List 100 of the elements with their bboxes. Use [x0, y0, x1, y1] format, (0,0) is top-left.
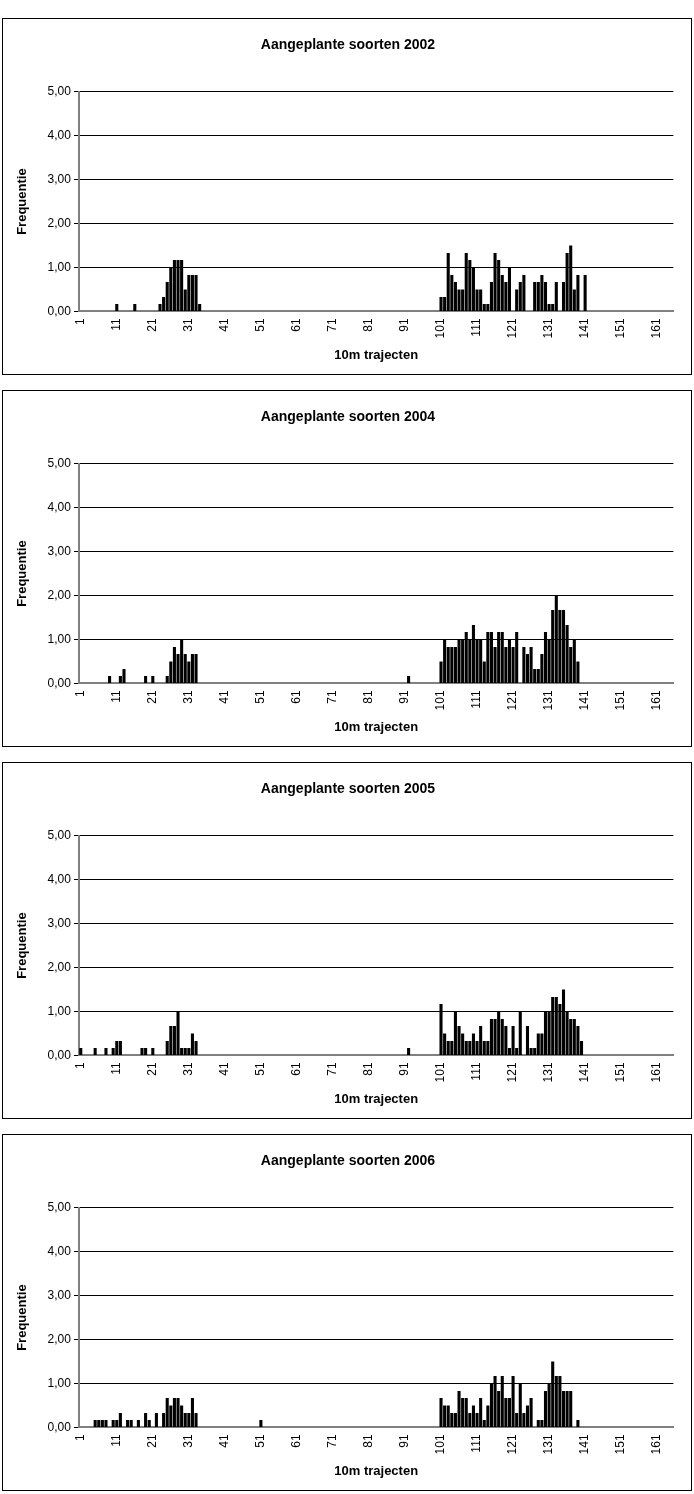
bar	[576, 1419, 580, 1427]
x-tick-label: 1	[73, 1062, 88, 1070]
chart-title: Aangeplante soorten 2004	[260, 408, 436, 425]
x-tick-label: 51	[253, 1062, 268, 1076]
y-tick-label: 5,00	[47, 1200, 72, 1215]
x-tick-label: 61	[289, 318, 304, 332]
x-tick-label: 11	[109, 1062, 124, 1075]
x-tick-label: 141	[577, 690, 592, 711]
x-tick-label: 11	[109, 318, 124, 331]
x-tick-label: 121	[505, 1062, 520, 1083]
chart-title: Aangeplante soorten 2005	[260, 780, 436, 797]
bar	[190, 653, 194, 683]
bar	[129, 1419, 133, 1427]
bar	[108, 675, 112, 683]
bar	[176, 260, 180, 311]
x-tick-label: 71	[325, 1434, 340, 1448]
bar	[479, 1397, 483, 1427]
y-tick-label: 2,00	[47, 1331, 72, 1346]
y-tick-label: 5,00	[47, 828, 72, 843]
bar	[104, 1047, 108, 1055]
x-tick-label: 61	[289, 1062, 304, 1076]
y-tick-label: 2,00	[47, 587, 72, 602]
x-tick-label: 121	[505, 318, 520, 339]
x-tick-label: 61	[289, 1434, 304, 1448]
x-tick-label: 51	[253, 690, 268, 704]
x-tick-label: 121	[505, 1434, 520, 1455]
bar	[115, 1040, 119, 1055]
x-tick-label: 151	[613, 318, 628, 339]
bar	[144, 675, 148, 683]
y-tick-label: 1,00	[47, 631, 72, 646]
x-tick-label: 31	[181, 1062, 196, 1076]
x-tick-label: 71	[325, 1062, 340, 1076]
x-tick-label: 101	[433, 1434, 448, 1455]
bar	[565, 1390, 569, 1427]
x-tick-label: 101	[433, 318, 448, 339]
y-tick-label: 1,00	[47, 1375, 72, 1390]
x-tick-label: 71	[325, 318, 340, 332]
x-tick-label: 91	[397, 1434, 412, 1448]
x-tick-label: 21	[145, 1062, 160, 1076]
bar	[407, 675, 411, 683]
x-tick-label: 141	[577, 318, 592, 339]
bar	[190, 1033, 194, 1055]
bar	[93, 1047, 97, 1055]
x-tick-label: 21	[145, 690, 160, 704]
bar	[165, 1397, 169, 1427]
bar	[439, 1397, 443, 1427]
bar	[154, 1412, 158, 1427]
bar	[126, 1419, 130, 1427]
bar	[187, 274, 191, 311]
y-tick-label: 3,00	[47, 171, 72, 186]
bar	[471, 1033, 475, 1055]
bar	[144, 1047, 148, 1055]
bar	[190, 274, 194, 311]
x-tick-label: 151	[613, 1434, 628, 1455]
y-tick-label: 2,00	[47, 215, 72, 230]
x-tick-label: 31	[181, 1434, 196, 1448]
x-tick-label: 41	[217, 690, 232, 704]
bar	[439, 296, 443, 311]
bar	[136, 1419, 140, 1427]
x-tick-label: 91	[397, 1062, 412, 1076]
bar	[172, 1397, 176, 1427]
bar	[118, 1040, 122, 1055]
bar	[144, 1412, 148, 1427]
bar	[169, 1025, 173, 1055]
y-axis-title: Frequentie	[14, 168, 30, 235]
bar	[446, 1405, 450, 1427]
x-tick-label: 111	[469, 690, 484, 709]
x-tick-label: 31	[181, 318, 196, 332]
y-tick-label: 0,00	[47, 1419, 72, 1434]
x-tick-label: 141	[577, 1062, 592, 1083]
chart-title: Aangeplante soorten 2002	[260, 36, 436, 53]
x-tick-label: 51	[253, 318, 268, 332]
y-axis-title: Frequentie	[14, 540, 30, 607]
bar	[554, 281, 558, 311]
bar	[576, 274, 580, 311]
bar	[569, 1390, 573, 1427]
x-tick-label: 31	[181, 690, 196, 704]
x-tick-label: 1	[73, 690, 88, 698]
x-tick-label: 161	[649, 318, 664, 339]
y-tick-label: 1,00	[47, 259, 72, 274]
y-tick-label: 0,00	[47, 675, 72, 690]
bar	[194, 653, 198, 683]
x-tick-label: 81	[361, 1062, 376, 1076]
y-tick-label: 3,00	[47, 543, 72, 558]
x-tick-label: 61	[289, 690, 304, 704]
y-tick-label: 3,00	[47, 1287, 72, 1302]
y-tick-label: 5,00	[47, 456, 72, 471]
bar	[479, 1025, 483, 1055]
bar	[540, 274, 544, 311]
bar	[536, 1033, 540, 1055]
y-tick-label: 4,00	[47, 1244, 72, 1259]
x-tick-label: 41	[217, 1434, 232, 1448]
y-tick-label: 0,00	[47, 1047, 72, 1062]
x-tick-label: 131	[541, 690, 556, 711]
bar	[176, 1397, 180, 1427]
bar	[118, 1412, 122, 1427]
bar	[151, 1047, 155, 1055]
y-tick-label: 4,00	[47, 872, 72, 887]
y-axis-title: Frequentie	[14, 912, 30, 979]
bar	[450, 646, 454, 683]
